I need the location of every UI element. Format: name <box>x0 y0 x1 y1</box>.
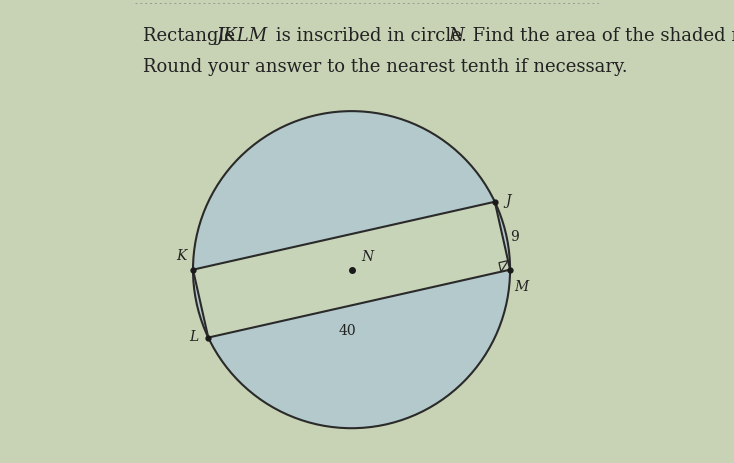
Text: Rectangle: Rectangle <box>142 27 241 45</box>
Circle shape <box>193 112 510 428</box>
Text: . Find the area of the shaded region.: . Find the area of the shaded region. <box>462 27 734 45</box>
Text: L: L <box>189 329 198 343</box>
Text: N: N <box>361 250 373 264</box>
Text: is inscribed in circle: is inscribed in circle <box>270 27 468 45</box>
Text: J: J <box>505 194 510 208</box>
Polygon shape <box>193 202 510 338</box>
Text: Round your answer to the nearest tenth if necessary.: Round your answer to the nearest tenth i… <box>142 58 628 76</box>
Text: K: K <box>176 248 187 263</box>
Text: 9: 9 <box>510 229 519 243</box>
Text: N: N <box>448 27 464 45</box>
Text: 40: 40 <box>339 323 357 337</box>
Text: M: M <box>514 279 528 294</box>
Text: JKLM: JKLM <box>217 27 267 45</box>
